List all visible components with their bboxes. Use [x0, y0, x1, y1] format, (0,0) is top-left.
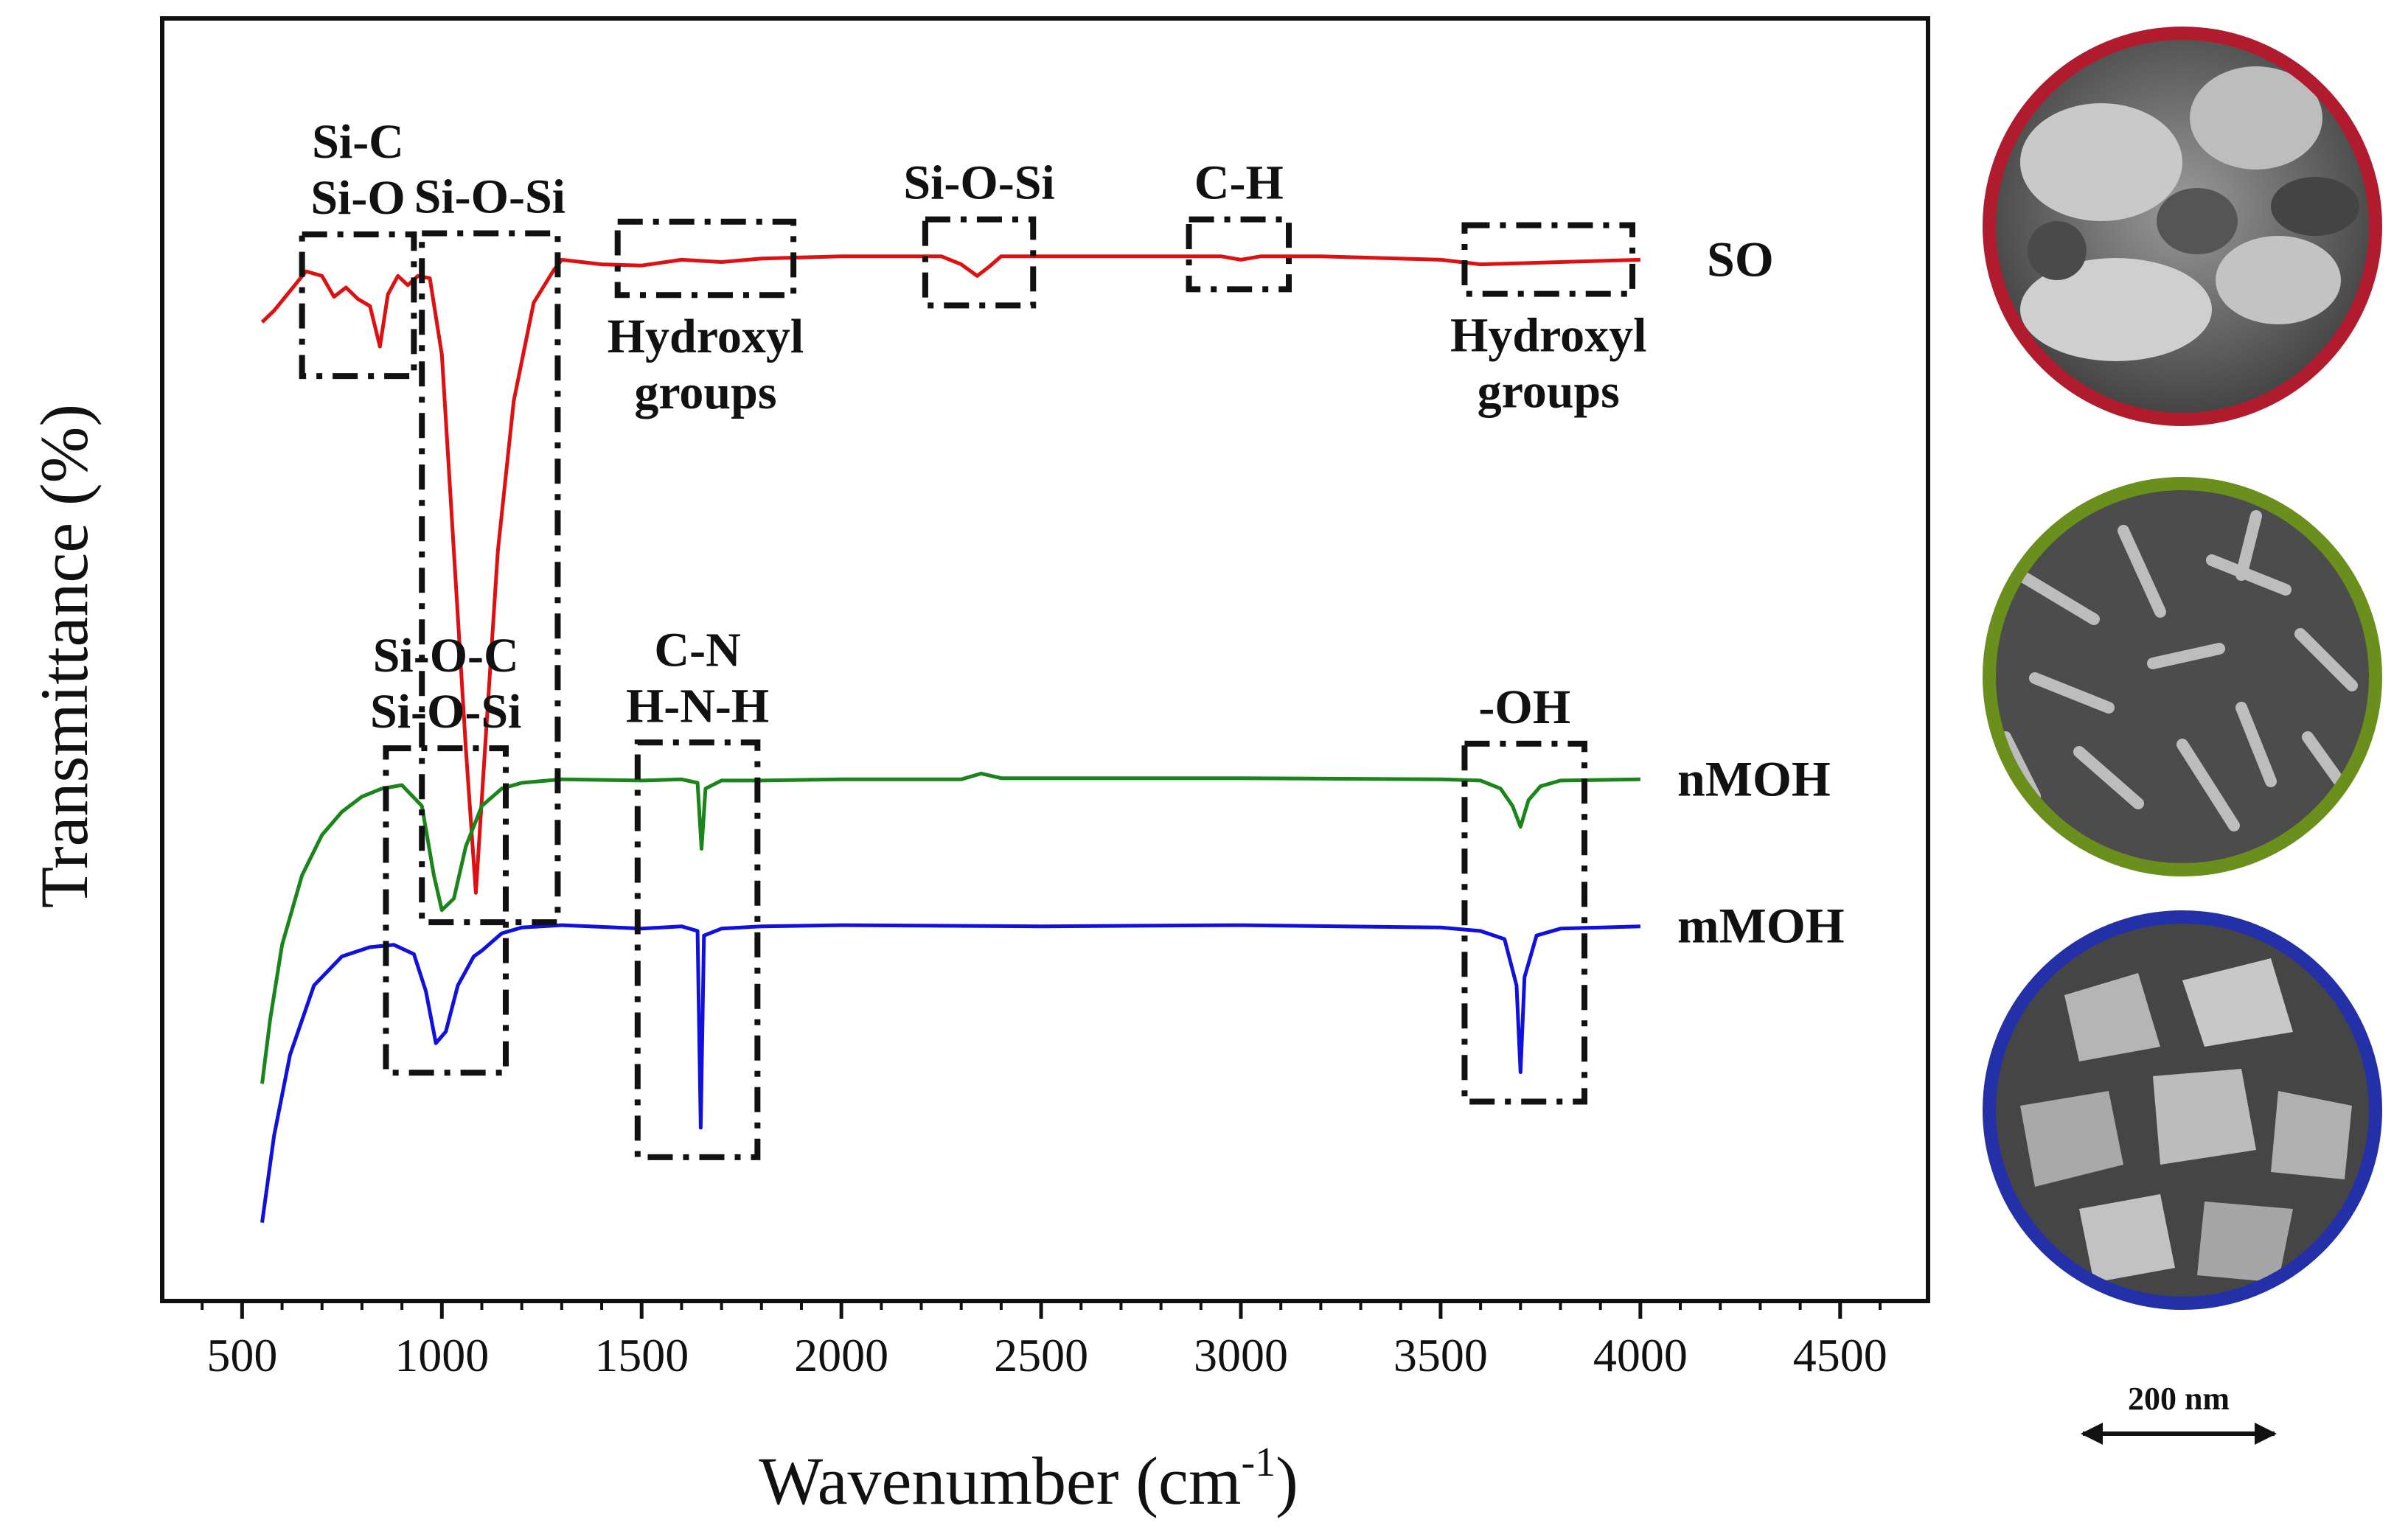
annotation-label-5-1: groups — [1478, 365, 1620, 419]
x-tick-label-1500: 1500 — [594, 1329, 689, 1381]
series-line-nmoh — [260, 771, 1640, 1084]
annotation-label-6-0: Si-O-C — [373, 629, 519, 683]
series-label-so: SO — [1707, 231, 1774, 287]
series-layer — [260, 254, 1640, 1223]
sem-image-mmoh — [1983, 910, 2382, 1310]
annotation-label-0-1: Si-O — [310, 171, 405, 225]
annotation-label-1-0: Si-O-Si — [414, 170, 566, 223]
sem-border-nmoh — [1983, 477, 2382, 876]
annotation-label-7-1: H-N-H — [626, 679, 769, 733]
annotation-label-7-0: C-N — [654, 623, 740, 677]
annotation-box-7 — [634, 739, 761, 1160]
annotation-label-5-0: Hydroxyl — [1450, 309, 1646, 363]
annotation-box-4 — [1186, 216, 1292, 293]
x-axis: 500 1000 1500 2000 2500 3000 3500 4000 4500 — [201, 1301, 1887, 1381]
x-axis-title-close: ) — [1276, 1443, 1298, 1518]
series-label-nmoh: nMOH — [1677, 750, 1831, 806]
annotation-box-1 — [419, 230, 561, 926]
x-tick-label-4000: 4000 — [1593, 1329, 1688, 1381]
sem-texture-so — [2020, 66, 2359, 361]
x-tick-label-4500: 4500 — [1793, 1329, 1887, 1381]
x-tick-label-2000: 2000 — [794, 1329, 888, 1381]
annotation-box-0 — [299, 231, 417, 380]
x-axis-title: Wavenumber (cm-1) — [759, 1440, 1298, 1518]
annotation-label-2-0: Hydroxyl — [608, 310, 804, 363]
x-tick-label-2500: 2500 — [994, 1329, 1088, 1381]
scale-bar: 200 nm — [2081, 1381, 2277, 1445]
annotation-label-2-1: groups — [634, 366, 776, 419]
x-axis-title-sup: -1 — [1241, 1440, 1276, 1485]
series-line-so — [260, 254, 1640, 895]
series-line-mmoh — [260, 923, 1640, 1223]
sem-border-mmoh — [1983, 910, 2382, 1310]
sem-border-so — [1983, 27, 2382, 426]
series-label-mmoh: mMOH — [1677, 898, 1845, 954]
x-tick-label-3500: 3500 — [1393, 1329, 1488, 1381]
annotation-label-6-1: Si-O-Si — [370, 685, 521, 739]
x-tick-label-1000: 1000 — [394, 1329, 489, 1381]
annotation-box-6 — [383, 745, 509, 1076]
annotation-label-0-0: Si-C — [312, 115, 404, 169]
annotation-box-3 — [922, 216, 1037, 309]
series-label-layer: SO nMOH mMOH — [1677, 231, 1845, 953]
sem-image-nmoh — [1983, 477, 2382, 876]
annotation-box-8 — [1461, 740, 1588, 1105]
annotation-box-5 — [1461, 222, 1636, 297]
y-axis-title: Transmittance (%) — [27, 404, 102, 908]
annotation-label-8-0: -OH — [1478, 680, 1570, 734]
scale-bar-label: 200 nm — [2128, 1381, 2230, 1417]
sem-texture-nmoh — [2000, 510, 2358, 831]
annotation-label-3-0: Si-O-Si — [903, 156, 1054, 210]
annotation-box-layer — [299, 216, 1636, 1160]
annotation-box-2 — [614, 218, 797, 299]
x-tick-label-3000: 3000 — [1194, 1329, 1288, 1381]
plot-frame — [160, 16, 1930, 1303]
sem-texture-mmoh — [2020, 958, 2352, 1283]
x-tick-label-500: 500 — [206, 1329, 277, 1381]
x-axis-title-main: Wavenumber (cm — [759, 1443, 1241, 1518]
sem-image-so — [1983, 27, 2382, 426]
annotation-label-4-0: C-H — [1194, 156, 1284, 210]
